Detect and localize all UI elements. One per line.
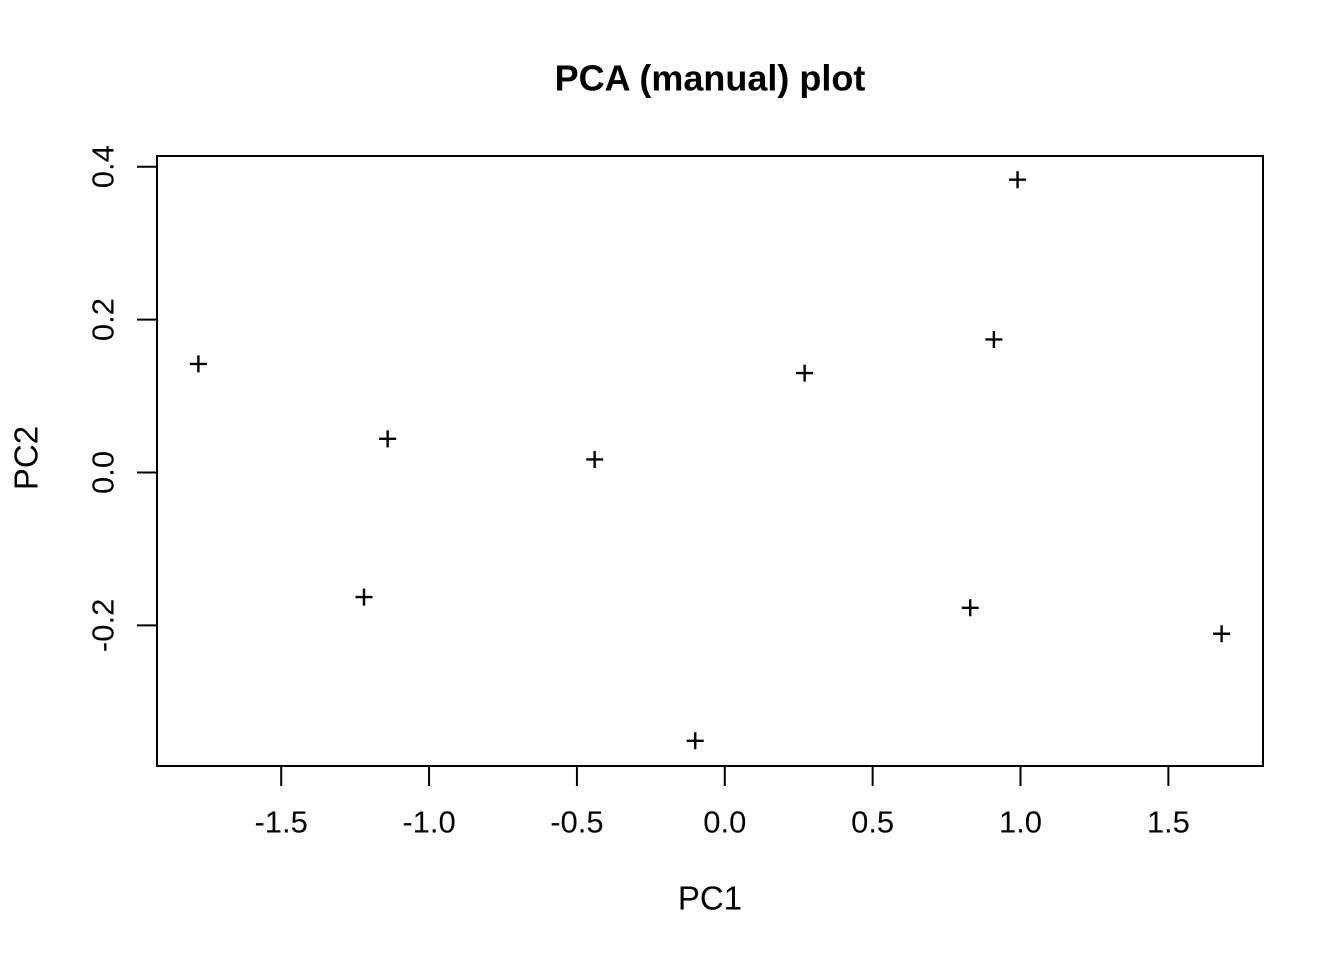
plus-marker: [686, 732, 704, 750]
plus-marker: [189, 355, 207, 373]
x-axis-label: PC1: [678, 880, 742, 917]
x-tick-label: 1.0: [999, 805, 1042, 840]
plus-marker: [1009, 171, 1027, 189]
x-tick-label: 0.0: [703, 805, 746, 840]
plus-marker: [355, 588, 373, 606]
plus-marker: [796, 364, 814, 382]
x-tick-label: -0.5: [550, 805, 603, 840]
y-tick-label: 0.4: [86, 145, 121, 188]
x-tick-label: 0.5: [851, 805, 894, 840]
x-tick-label: -1.5: [254, 805, 307, 840]
x-axis-ticks: -1.5 -1.0 -0.5 0.0 0.5 1.0 1.5: [254, 766, 1190, 840]
data-points: [189, 171, 1231, 750]
plus-marker: [961, 599, 979, 617]
chart-title: PCA (manual) plot: [555, 58, 866, 99]
plus-marker: [985, 330, 1003, 348]
plus-marker: [379, 430, 397, 448]
y-tick-label: -0.2: [86, 599, 121, 652]
plot-box: [156, 155, 1264, 767]
y-axis-label: PC2: [8, 426, 45, 490]
plus-marker: [1213, 625, 1231, 643]
y-tick-label: 0.2: [86, 298, 121, 341]
y-tick-label: 0.0: [86, 451, 121, 494]
x-tick-label: -1.0: [402, 805, 455, 840]
plus-marker: [586, 450, 604, 468]
y-axis-ticks: -0.2 0.0 0.2 0.4: [86, 145, 157, 652]
x-tick-label: 1.5: [1147, 805, 1190, 840]
